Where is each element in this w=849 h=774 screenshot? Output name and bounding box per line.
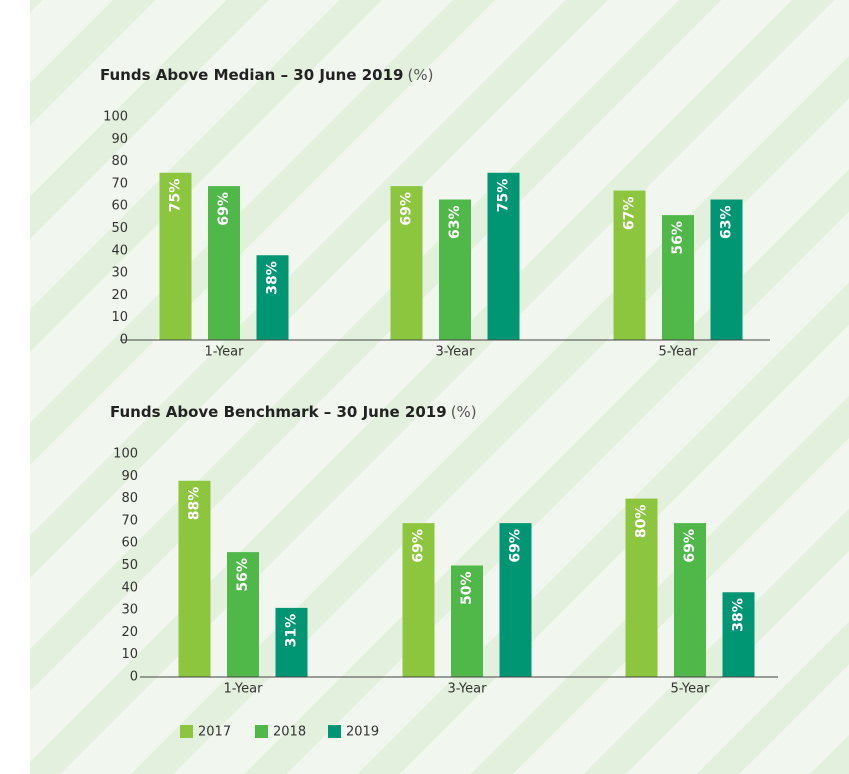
value-label: 56% bbox=[235, 558, 251, 592]
legend-label: 2019 bbox=[346, 725, 379, 740]
value-label: 56% bbox=[670, 221, 686, 255]
value-label: 69% bbox=[682, 529, 698, 563]
value-label: 31% bbox=[284, 614, 300, 648]
y-tick-label: 40 bbox=[121, 580, 138, 595]
value-label: 75% bbox=[496, 179, 512, 213]
x-tick-label: 1-Year bbox=[224, 682, 264, 697]
legend-label: 2017 bbox=[198, 725, 231, 740]
y-tick-label: 20 bbox=[121, 625, 138, 640]
x-tick-label: 3-Year bbox=[448, 682, 488, 697]
y-tick-label: 90 bbox=[111, 132, 128, 147]
y-tick-label: 100 bbox=[113, 447, 138, 462]
y-tick-label: 30 bbox=[121, 603, 138, 618]
y-tick-label: 0 bbox=[130, 670, 138, 685]
value-label: 69% bbox=[411, 529, 427, 563]
y-tick-label: 90 bbox=[121, 469, 138, 484]
value-label: 38% bbox=[265, 261, 281, 295]
x-tick-label: 3-Year bbox=[436, 345, 476, 360]
y-tick-label: 20 bbox=[111, 288, 128, 303]
value-label: 67% bbox=[622, 197, 638, 231]
value-label: 50% bbox=[459, 572, 475, 606]
value-label: 75% bbox=[168, 179, 184, 213]
x-tick-label: 5-Year bbox=[671, 682, 711, 697]
y-tick-label: 40 bbox=[111, 243, 128, 258]
legend-swatch bbox=[255, 725, 268, 738]
title-text: Funds Above Benchmark – 30 June 2019 bbox=[110, 403, 447, 421]
x-tick-label: 1-Year bbox=[205, 345, 245, 360]
page: Funds Above Median – 30 June 2019(%)0102… bbox=[0, 0, 849, 774]
value-label: 80% bbox=[634, 505, 650, 539]
value-label: 69% bbox=[399, 192, 415, 226]
value-label: 63% bbox=[719, 206, 735, 240]
y-tick-label: 70 bbox=[111, 176, 128, 191]
y-tick-label: 10 bbox=[121, 647, 138, 662]
chart-title: Funds Above Median – 30 June 2019(%) bbox=[100, 66, 433, 84]
unit-label: (%) bbox=[407, 66, 433, 84]
legend-swatch bbox=[328, 725, 341, 738]
y-tick-label: 60 bbox=[121, 536, 138, 551]
y-tick-label: 70 bbox=[121, 513, 138, 528]
y-tick-label: 10 bbox=[111, 310, 128, 325]
y-tick-label: 50 bbox=[111, 221, 128, 236]
x-tick-label: 5-Year bbox=[659, 345, 699, 360]
y-tick-label: 60 bbox=[111, 199, 128, 214]
chart-title: Funds Above Benchmark – 30 June 2019(%) bbox=[110, 403, 477, 421]
legend-label: 2018 bbox=[273, 725, 306, 740]
y-tick-label: 50 bbox=[121, 558, 138, 573]
y-tick-label: 30 bbox=[111, 266, 128, 281]
value-label: 69% bbox=[216, 192, 232, 226]
value-label: 63% bbox=[447, 206, 463, 240]
y-tick-label: 100 bbox=[103, 110, 128, 125]
value-label: 38% bbox=[731, 598, 747, 632]
unit-label: (%) bbox=[451, 403, 477, 421]
title-text: Funds Above Median – 30 June 2019 bbox=[100, 66, 403, 84]
y-tick-label: 80 bbox=[111, 154, 128, 169]
y-tick-label: 80 bbox=[121, 491, 138, 506]
legend-swatch bbox=[180, 725, 193, 738]
value-label: 69% bbox=[508, 529, 524, 563]
value-label: 88% bbox=[187, 487, 203, 521]
